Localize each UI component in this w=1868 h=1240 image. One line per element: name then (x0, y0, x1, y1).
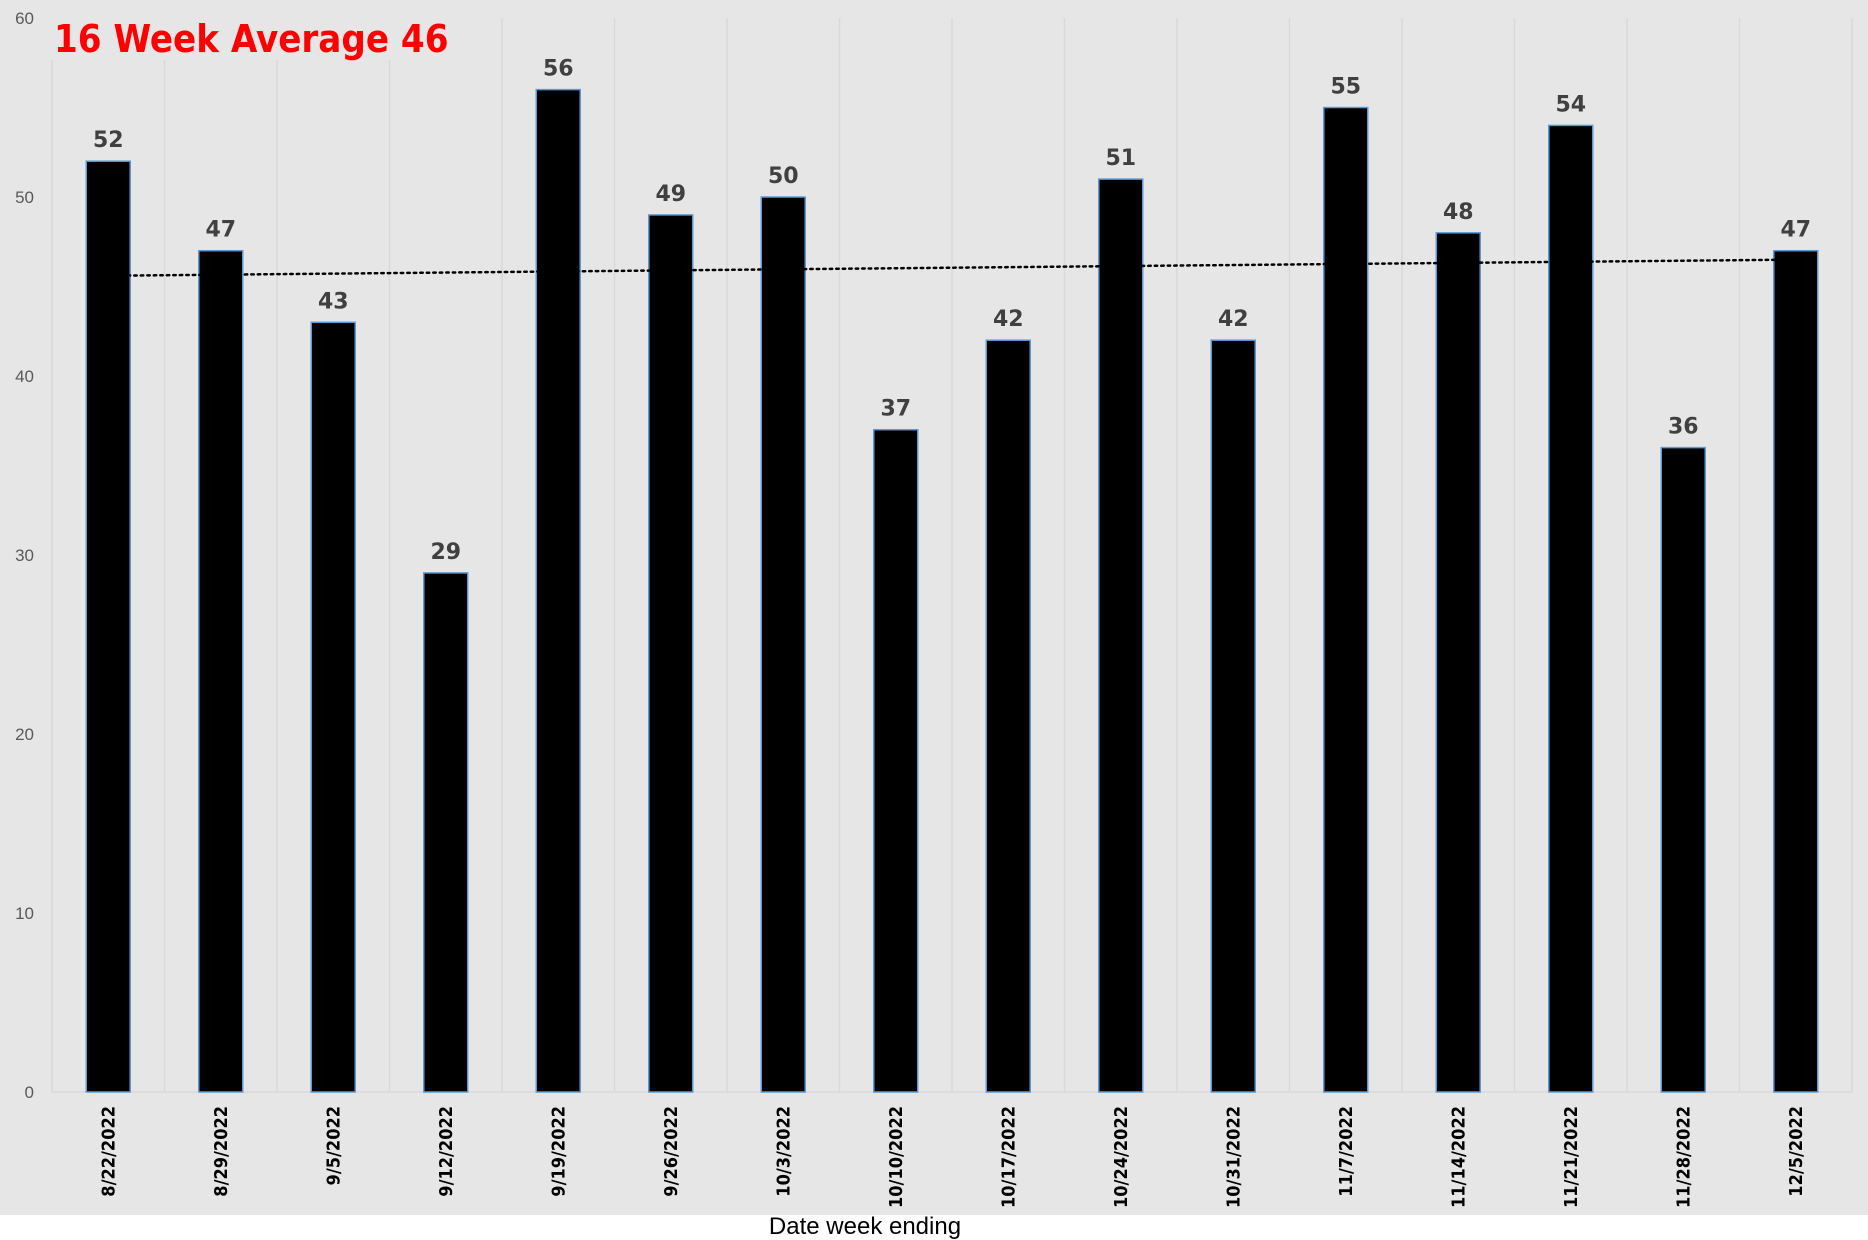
x-tick-label: 10/31/2022 (1223, 1106, 1244, 1208)
data-label: 56 (543, 57, 574, 82)
data-label: 42 (1218, 307, 1249, 332)
data-label: 48 (1443, 200, 1474, 225)
data-label: 51 (1105, 146, 1136, 171)
trendline (107, 258, 1797, 278)
chart-title: 16 Week Average 46 (54, 17, 449, 61)
x-tick-label: 10/17/2022 (998, 1106, 1019, 1208)
x-tick-label: 9/5/2022 (323, 1106, 344, 1185)
bar (873, 428, 919, 1093)
x-tick-label: 9/26/2022 (661, 1106, 682, 1197)
x-tick-label: 11/28/2022 (1673, 1106, 1694, 1208)
data-label: 54 (1555, 92, 1586, 117)
data-label: 43 (318, 289, 349, 314)
data-label: 37 (880, 397, 911, 422)
data-label: 49 (655, 182, 686, 207)
x-tick-label: 8/22/2022 (98, 1106, 119, 1197)
bar (1773, 249, 1819, 1093)
data-label: 55 (1330, 75, 1361, 100)
bar (760, 196, 806, 1093)
x-tick-label: 11/21/2022 (1561, 1106, 1582, 1208)
bar (85, 160, 131, 1093)
bar (310, 321, 356, 1093)
y-tick-label: 60 (15, 9, 34, 28)
x-tick-label: 9/19/2022 (548, 1106, 569, 1197)
x-tick-label: 11/14/2022 (1448, 1106, 1469, 1208)
data-label: 36 (1668, 415, 1699, 440)
y-tick-label: 0 (25, 1083, 34, 1102)
y-axis-ticks: 0 10 20 30 40 50 60 (15, 9, 34, 1102)
bar (1660, 446, 1706, 1093)
bar (1210, 339, 1256, 1093)
x-tick-label: 11/7/2022 (1336, 1106, 1357, 1197)
y-tick-label: 30 (15, 546, 34, 565)
data-labels: 52 47 43 29 56 49 50 37 42 51 42 55 48 54 36 47 (93, 57, 1811, 565)
x-axis-ticks: 8/22/2022 8/29/2022 9/5/2022 9/12/2022 9/19/… (98, 1106, 1807, 1208)
bar (1098, 178, 1144, 1093)
data-label: 52 (93, 128, 124, 153)
y-tick-label: 40 (15, 367, 34, 386)
chart-bottom-strip (0, 1215, 1868, 1240)
bar (985, 339, 1031, 1093)
x-tick-label: 10/10/2022 (886, 1106, 907, 1208)
y-tick-label: 20 (15, 725, 34, 744)
bars (85, 88, 1819, 1093)
bar (1548, 124, 1594, 1093)
x-tick-label: 8/29/2022 (211, 1106, 232, 1197)
data-label: 47 (205, 218, 236, 243)
data-label: 47 (1780, 218, 1811, 243)
bar (1323, 106, 1369, 1093)
y-tick-label: 50 (15, 188, 34, 207)
bar (1435, 232, 1481, 1093)
x-tick-label: 9/12/2022 (436, 1106, 457, 1197)
x-tick-label: 12/5/2022 (1786, 1106, 1807, 1197)
bar (198, 249, 244, 1093)
y-tick-label: 10 (15, 904, 34, 923)
title-backdrop (46, 10, 408, 60)
data-label: 29 (430, 540, 461, 565)
data-label: 42 (993, 307, 1024, 332)
x-tick-label: 10/24/2022 (1111, 1106, 1132, 1208)
bar (423, 572, 469, 1093)
trendline-line (107, 258, 1797, 278)
data-label: 50 (768, 164, 799, 189)
x-axis-label: Date week ending (769, 1213, 961, 1240)
bar (648, 214, 694, 1093)
bar (535, 88, 581, 1093)
x-tick-label: 10/3/2022 (773, 1106, 794, 1197)
